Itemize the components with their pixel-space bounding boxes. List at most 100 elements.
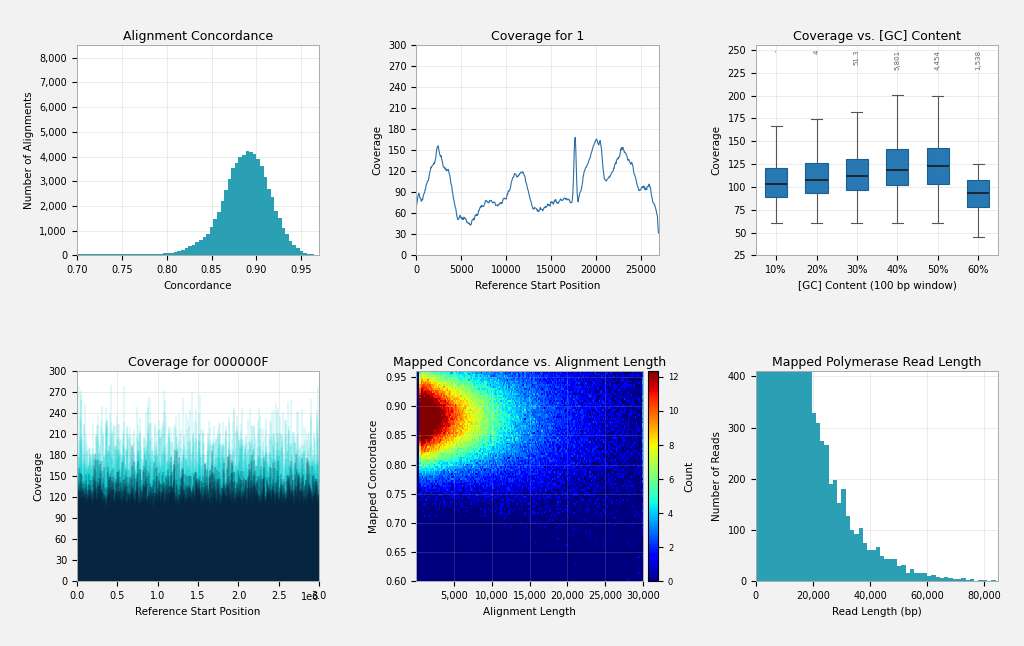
Bar xyxy=(282,228,286,255)
Bar xyxy=(196,242,199,255)
Bar xyxy=(807,371,811,581)
Bar xyxy=(213,220,217,255)
Bar xyxy=(174,252,177,255)
Text: 51.3: 51.3 xyxy=(854,50,860,65)
Text: 4: 4 xyxy=(813,50,819,54)
Bar xyxy=(781,147,785,581)
X-axis label: [GC] Content (100 bp window): [GC] Content (100 bp window) xyxy=(798,281,956,291)
Bar xyxy=(286,234,289,255)
X-axis label: Read Length (bp): Read Length (bp) xyxy=(833,607,922,617)
Bar xyxy=(927,576,932,581)
Bar xyxy=(77,254,81,255)
Bar xyxy=(246,151,249,255)
Bar xyxy=(242,155,246,255)
Text: 1e6: 1e6 xyxy=(301,592,319,602)
Y-axis label: Count: Count xyxy=(684,461,694,492)
Bar xyxy=(991,580,995,581)
Bar xyxy=(249,152,253,255)
Bar xyxy=(932,575,936,581)
Bar xyxy=(914,573,919,581)
Bar xyxy=(270,197,274,255)
Bar xyxy=(263,177,267,255)
Bar xyxy=(889,559,893,581)
Text: 5,801: 5,801 xyxy=(894,50,900,70)
Bar xyxy=(795,267,799,581)
Bar xyxy=(936,577,940,581)
Y-axis label: Number of Reads: Number of Reads xyxy=(712,432,722,521)
Bar xyxy=(84,254,88,255)
Bar xyxy=(167,253,170,255)
Bar xyxy=(289,241,293,255)
Bar xyxy=(153,254,156,255)
Bar xyxy=(957,579,962,581)
Bar xyxy=(811,413,816,581)
Bar xyxy=(910,569,914,581)
Bar xyxy=(828,484,833,581)
Bar xyxy=(923,573,927,581)
Bar xyxy=(962,578,966,581)
Y-axis label: Coverage: Coverage xyxy=(33,452,43,501)
Bar xyxy=(867,550,871,581)
Bar xyxy=(978,580,983,581)
Bar xyxy=(102,254,105,255)
Bar xyxy=(765,0,769,581)
PathPatch shape xyxy=(806,163,827,193)
Bar xyxy=(966,580,970,581)
Bar xyxy=(95,254,98,255)
Bar xyxy=(260,166,263,255)
Bar xyxy=(267,189,270,255)
Bar xyxy=(944,577,948,581)
Bar xyxy=(170,253,174,255)
Bar xyxy=(777,79,781,581)
Title: Coverage vs. [GC] Content: Coverage vs. [GC] Content xyxy=(794,30,962,43)
Bar xyxy=(217,212,220,255)
Bar xyxy=(253,154,256,255)
Bar xyxy=(842,489,846,581)
Bar xyxy=(145,254,148,255)
Bar xyxy=(970,579,974,581)
Bar xyxy=(163,253,167,255)
Bar xyxy=(769,0,773,581)
PathPatch shape xyxy=(765,169,787,197)
Bar xyxy=(773,37,777,581)
Bar xyxy=(278,218,282,255)
Bar xyxy=(98,254,102,255)
Bar xyxy=(124,254,127,255)
Bar xyxy=(113,254,117,255)
Bar xyxy=(296,248,300,255)
Title: Coverage for 1: Coverage for 1 xyxy=(490,30,585,43)
PathPatch shape xyxy=(886,149,908,185)
Bar xyxy=(893,559,897,581)
X-axis label: Reference Start Position: Reference Start Position xyxy=(135,607,261,617)
Text: 1,538: 1,538 xyxy=(975,50,981,70)
Bar xyxy=(203,237,206,255)
Y-axis label: Coverage: Coverage xyxy=(712,125,722,175)
Bar xyxy=(91,254,95,255)
Bar xyxy=(210,227,213,255)
Bar xyxy=(905,573,910,581)
Bar xyxy=(227,180,231,255)
Bar xyxy=(885,559,889,581)
Bar xyxy=(833,480,838,581)
Bar xyxy=(181,250,184,255)
Bar xyxy=(901,565,905,581)
Bar xyxy=(983,580,987,581)
Text: 4,454: 4,454 xyxy=(935,50,941,70)
Bar xyxy=(854,534,858,581)
Bar xyxy=(138,254,141,255)
X-axis label: Alignment Length: Alignment Length xyxy=(483,607,577,617)
Bar xyxy=(846,516,850,581)
Bar xyxy=(838,503,842,581)
Bar xyxy=(191,245,196,255)
PathPatch shape xyxy=(927,148,949,184)
Y-axis label: Number of Alignments: Number of Alignments xyxy=(24,92,34,209)
Bar xyxy=(785,205,791,581)
Bar xyxy=(274,211,278,255)
Y-axis label: Coverage: Coverage xyxy=(373,125,382,175)
Bar xyxy=(307,254,310,255)
Bar xyxy=(206,234,210,255)
Title: Alignment Concordance: Alignment Concordance xyxy=(123,30,273,43)
Bar xyxy=(858,528,863,581)
Bar xyxy=(880,556,885,581)
PathPatch shape xyxy=(846,159,868,191)
